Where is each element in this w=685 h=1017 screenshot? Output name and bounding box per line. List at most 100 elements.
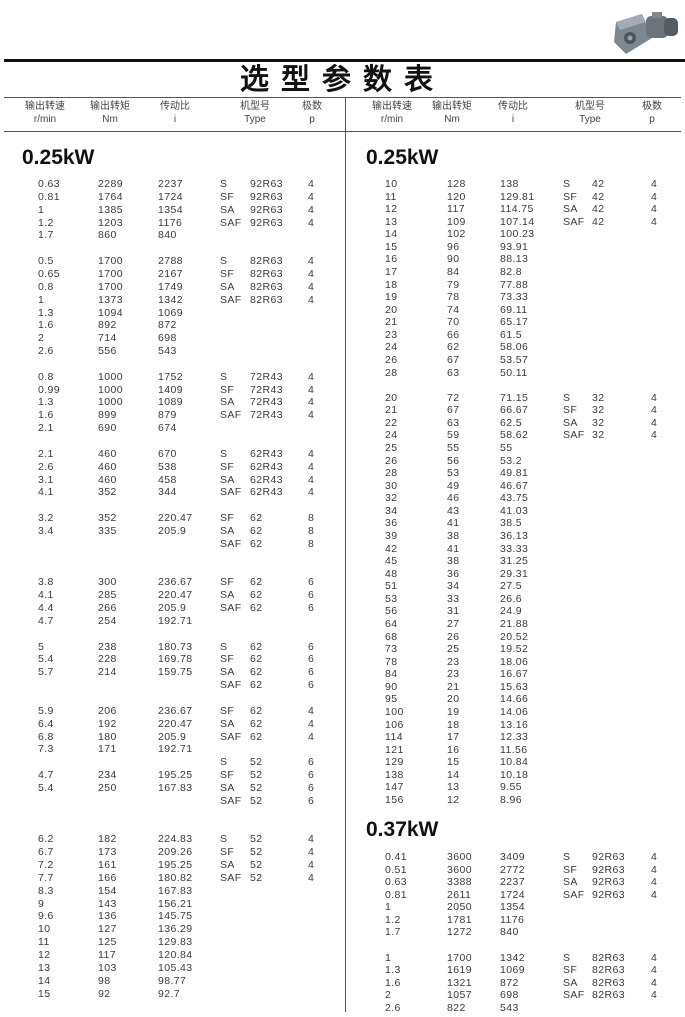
cell-ratio: 543: [158, 345, 177, 358]
cell-ratio: 33.33: [500, 542, 529, 555]
cell-ratio: 156.21: [158, 897, 193, 910]
cell-speed: 8.3: [38, 884, 54, 897]
cell-torque: 26: [447, 630, 460, 643]
cell-torque: 1764: [98, 190, 123, 203]
cell-torque: 460: [98, 460, 117, 473]
cell-ratio: 458: [158, 473, 177, 486]
cell-ratio: 1089: [158, 396, 183, 409]
cell-speed: 26: [385, 454, 398, 467]
cell-poles: 4: [308, 383, 315, 396]
cell-speed: 0.63: [385, 876, 408, 889]
header-unit: p: [649, 114, 655, 125]
column-header-torque: 输出转矩 Nm: [80, 100, 140, 126]
cell-poles: 6: [308, 666, 315, 679]
cell-speed: 7.2: [38, 859, 54, 872]
column-header-poles: 极数 p: [622, 100, 682, 126]
cell-speed: 147: [385, 781, 404, 794]
cell-ratio: 20.52: [500, 630, 529, 643]
cell-type-series: S: [220, 370, 228, 383]
cell-torque: 214: [98, 666, 117, 679]
cell-speed: 1.3: [38, 306, 54, 319]
cell-speed: 28: [385, 467, 398, 480]
cell-ratio: 698: [500, 989, 519, 1002]
cell-torque: 78: [447, 291, 460, 304]
cell-ratio: 12.33: [500, 731, 529, 744]
cell-torque: 2050: [447, 901, 472, 914]
cell-type-series: S: [220, 756, 228, 769]
cell-poles: 6: [308, 794, 315, 807]
cell-speed: 4.7: [38, 769, 54, 782]
cell-speed: 10: [385, 178, 398, 190]
cell-ratio: 14.66: [500, 693, 529, 706]
cell-type-size: 52: [250, 794, 263, 807]
cell-torque: 127: [98, 923, 117, 936]
cell-torque: 250: [98, 781, 117, 794]
cell-ratio: 1354: [158, 203, 183, 216]
cell-poles: 6: [308, 576, 315, 589]
cell-speed: 10: [38, 923, 51, 936]
column-header-speed: 输出转速 r/min: [15, 100, 75, 126]
cell-torque: 714: [98, 332, 117, 345]
header-unit: i: [173, 114, 177, 125]
cell-poles: 4: [651, 190, 658, 203]
cell-type-size: 62: [250, 537, 263, 550]
cell-speed: 14: [38, 974, 51, 987]
cell-torque: 63: [447, 416, 460, 429]
cell-ratio: 13.16: [500, 718, 529, 731]
cell-ratio: 71.15: [500, 391, 529, 404]
cell-ratio: 209.26: [158, 846, 193, 859]
header-bottom-rule: [4, 131, 681, 132]
cell-speed: 4.4: [38, 602, 54, 615]
cell-ratio: 88.13: [500, 253, 529, 266]
cell-ratio: 19.52: [500, 643, 529, 656]
cell-type-size: 52: [250, 871, 263, 884]
cell-speed: 5.9: [38, 704, 54, 717]
cell-type-size: 62: [250, 653, 263, 666]
cell-torque: 1000: [98, 396, 123, 409]
cell-speed: 156: [385, 793, 404, 806]
header-label: 极数: [302, 101, 322, 112]
cell-torque: 109: [447, 215, 466, 228]
cell-torque: 136: [98, 910, 117, 923]
cell-type-size: 62R43: [250, 460, 283, 473]
cell-torque: 143: [98, 897, 117, 910]
cell-type-series: SAF: [220, 293, 242, 306]
cell-speed: 1.6: [385, 976, 401, 989]
header-unit: Nm: [102, 114, 118, 125]
cell-torque: 13: [447, 781, 460, 794]
cell-torque: 238: [98, 640, 117, 653]
column-header-torque: 输出转矩 Nm: [422, 100, 482, 126]
cell-ratio: 2237: [158, 178, 183, 190]
cell-poles: 4: [308, 871, 315, 884]
cell-type-series: SAF: [220, 679, 242, 692]
cell-ratio: 21.88: [500, 617, 529, 630]
cell-torque: 1700: [98, 267, 123, 280]
cell-speed: 3.4: [38, 524, 54, 537]
cell-ratio: 1069: [158, 306, 183, 319]
cell-ratio: 62.5: [500, 416, 523, 429]
cell-type-series: SF: [220, 460, 235, 473]
cell-torque: 206: [98, 704, 117, 717]
cell-speed: 15: [38, 987, 51, 1000]
cell-speed: 0.5: [38, 255, 54, 268]
cell-ratio: 31.25: [500, 555, 529, 568]
cell-ratio: 2237: [500, 876, 525, 889]
cell-type-series: SA: [220, 717, 235, 730]
cell-ratio: 1724: [500, 888, 525, 901]
cell-type-size: 62: [250, 666, 263, 679]
cell-poles: 4: [308, 730, 315, 743]
cell-type-series: SAF: [220, 216, 242, 229]
cell-type-size: 52: [250, 769, 263, 782]
cell-type-size: 82R63: [250, 255, 283, 268]
cell-torque: 3600: [447, 851, 472, 863]
cell-torque: 21: [447, 680, 460, 693]
cell-torque: 1781: [447, 913, 472, 926]
cell-poles: 4: [308, 717, 315, 730]
cell-type-series: S: [563, 951, 571, 964]
cell-type-size: 62: [250, 512, 263, 525]
cell-type-size: 32: [592, 391, 605, 404]
cell-speed: 64: [385, 617, 398, 630]
cell-ratio: 138: [500, 178, 519, 190]
cell-type-series: SAF: [220, 537, 242, 550]
top-rule: [4, 59, 685, 62]
